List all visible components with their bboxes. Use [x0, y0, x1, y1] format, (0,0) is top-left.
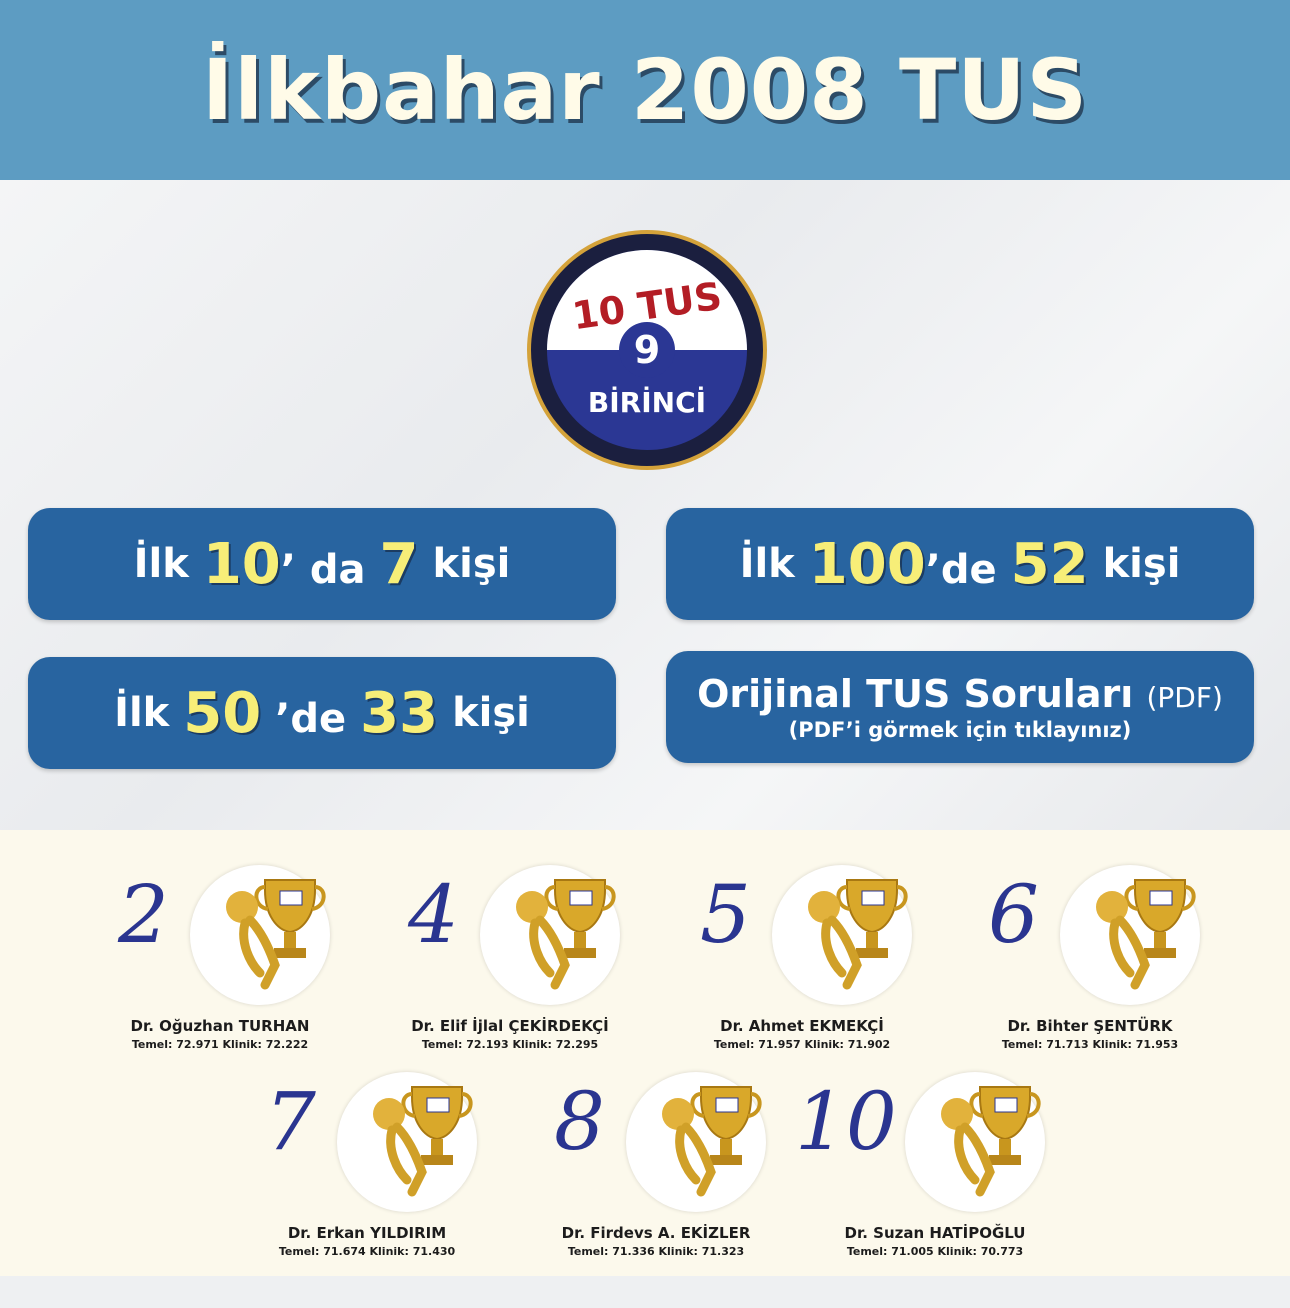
badge-bottom-text: BİRİNCİ — [587, 386, 707, 419]
stat-suffix: ’de — [275, 695, 347, 742]
winner-rank: 6 — [988, 868, 1039, 961]
stat-label: İlk — [114, 690, 170, 736]
winner-name: Dr. Ahmet EKMEKÇİ — [720, 1017, 884, 1035]
winner-card: 4 Dr. Elif İjlal ÇEKİRDEKÇİ Temel: 72.193 … — [380, 865, 640, 1051]
winner-name: Dr. Bihter ŞENTÜRK — [1007, 1017, 1173, 1035]
winner-card: 5 Dr. Ahmet EKMEKÇİ Temel: 71.957 Klinik: … — [672, 865, 932, 1051]
winner-scores: Temel: 71.674 Klinik: 71.430 — [278, 1245, 456, 1258]
stat-count: 33 — [360, 680, 439, 746]
winner-card: 2 Dr. Oğuzhan TURHAN Temel: 72.971 Klinik:… — [90, 865, 350, 1051]
winner-name: Dr. Oğuzhan TURHAN — [130, 1017, 310, 1035]
stat-top-10: İlk 10’ da 7 kişi — [28, 508, 616, 620]
winner-badge: 10 TUS 9 BİRİNCİ — [527, 230, 767, 470]
winner-card: 8 Dr. Firdevs A. EKİZLER Temel: 71.336 Kli… — [526, 1072, 786, 1258]
winner-name: Dr. Suzan HATİPOĞLU — [844, 1224, 1026, 1242]
winner-rank: 7 — [265, 1075, 316, 1168]
winner-scores: Temel: 72.193 Klinik: 72.295 — [421, 1038, 599, 1051]
stat-count: 52 — [1010, 531, 1089, 597]
pdf-subtitle: (PDF’i görmek için tıklayınız) — [788, 718, 1132, 742]
winner-card: 7 Dr. Erkan YILDIRIM Temel: 71.674 Klinik:… — [237, 1072, 497, 1258]
winner-rank: 2 — [118, 868, 169, 961]
winner-rank: 5 — [700, 868, 751, 961]
badge-number: 9 — [619, 322, 675, 378]
page-title: İlkbahar 2008 TUS — [202, 41, 1088, 139]
stat-top-100: İlk 100’de 52 kişi — [666, 508, 1254, 620]
stat-label: İlk — [133, 541, 189, 587]
winner-rank: 10 — [795, 1075, 897, 1168]
header-banner: İlkbahar 2008 TUS — [0, 0, 1290, 180]
winner-scores: Temel: 71.713 Klinik: 71.953 — [1001, 1038, 1179, 1051]
winner-name: Dr. Elif İjlal ÇEKİRDEKÇİ — [411, 1017, 609, 1035]
stat-unit: kişi — [452, 690, 530, 736]
winner-scores: Temel: 71.957 Klinik: 71.902 — [713, 1038, 891, 1051]
winner-rank: 4 — [408, 868, 459, 961]
pdf-title: Orijinal TUS Soruları — [697, 672, 1134, 716]
pdf-tag: (PDF) — [1146, 681, 1223, 714]
stat-unit: kişi — [432, 541, 511, 587]
winner-card: 10 Dr. Suzan HATİPOĞLU Temel: 71.005 Klini… — [795, 1072, 1065, 1258]
original-questions-pdf-link[interactable]: Orijinal TUS Soruları (PDF) (PDF’i görme… — [666, 651, 1254, 763]
stat-label: İlk — [739, 541, 795, 587]
stat-count: 7 — [379, 531, 419, 597]
stat-top-50: İlk 50 ’de 33 kişi — [28, 657, 616, 769]
stat-suffix: ’de — [925, 546, 997, 593]
winner-name: Dr. Firdevs A. EKİZLER — [561, 1224, 751, 1242]
stat-rank: 50 — [183, 680, 262, 746]
stat-rank: 10 — [202, 531, 281, 597]
winner-name: Dr. Erkan YILDIRIM — [287, 1224, 447, 1242]
winner-rank: 8 — [554, 1075, 605, 1168]
winner-card: 6 Dr. Bihter ŞENTÜRK Temel: 71.713 Klinik:… — [960, 865, 1220, 1051]
winner-scores: Temel: 72.971 Klinik: 72.222 — [131, 1038, 309, 1051]
winner-scores: Temel: 71.005 Klinik: 70.773 — [846, 1245, 1024, 1258]
stat-suffix: ’ da — [280, 546, 366, 593]
stat-unit: kişi — [1102, 541, 1181, 587]
winner-scores: Temel: 71.336 Klinik: 71.323 — [567, 1245, 745, 1258]
stat-rank: 100 — [808, 531, 926, 597]
